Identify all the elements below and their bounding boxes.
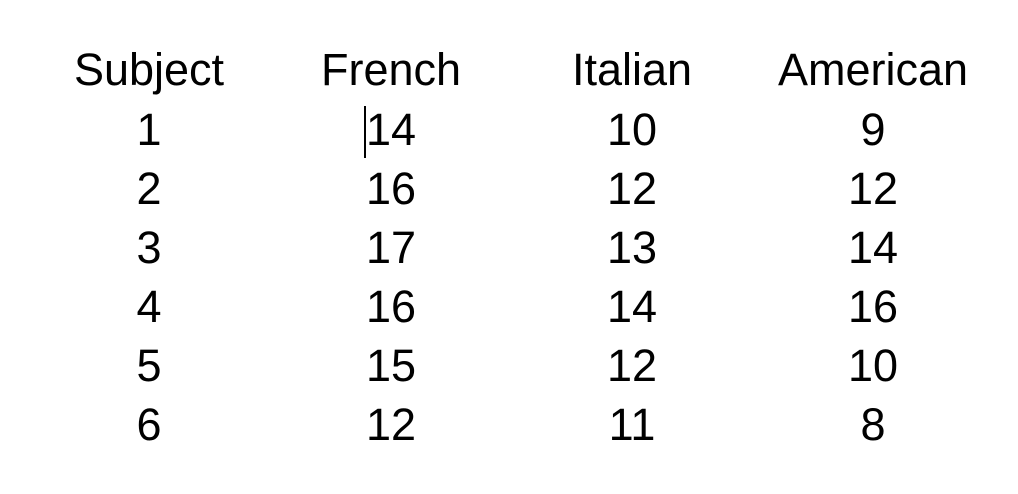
header-french: French xyxy=(320,44,462,95)
cell-american: 10 xyxy=(847,340,899,391)
cell-italian: 14 xyxy=(606,281,658,332)
cell-subject: 5 xyxy=(136,340,162,391)
header-american: American xyxy=(777,44,969,95)
cell-american: 8 xyxy=(860,399,886,450)
table-row: 6 12 11 8 xyxy=(0,395,1018,454)
cell-subject: 2 xyxy=(136,163,162,214)
table-row: 2 16 12 12 xyxy=(0,159,1018,218)
cell-italian: 12 xyxy=(606,340,658,391)
cell-italian: 12 xyxy=(606,163,658,214)
cell-french: 17 xyxy=(365,222,417,273)
cell-italian: 11 xyxy=(608,399,656,450)
cell-subject: 6 xyxy=(136,399,162,450)
cell-american: 12 xyxy=(847,163,899,214)
cell-american: 14 xyxy=(847,222,899,273)
cell-american: 9 xyxy=(860,104,886,155)
header-italian: Italian xyxy=(571,44,693,95)
cell-french: 16 xyxy=(365,163,417,214)
cell-french: 16 xyxy=(365,281,417,332)
cell-french: 15 xyxy=(365,340,417,391)
cell-italian: 10 xyxy=(606,104,658,155)
cell-american: 16 xyxy=(847,281,899,332)
table-header-row: Subject French Italian American xyxy=(0,40,1018,99)
table-row: 5 15 12 10 xyxy=(0,336,1018,395)
cell-subject: 4 xyxy=(136,281,162,332)
cell-french: 12 xyxy=(365,399,417,450)
table-row: 1 14 10 9 xyxy=(0,100,1018,159)
header-subject: Subject xyxy=(73,44,225,95)
cell-subject: 3 xyxy=(136,222,162,273)
cell-italian: 13 xyxy=(606,222,658,273)
text-cursor xyxy=(364,106,366,158)
table-row: 4 16 14 16 xyxy=(0,277,1018,336)
cell-subject: 1 xyxy=(136,104,162,155)
cell-french[interactable]: 14 xyxy=(365,104,417,155)
table-row: 3 17 13 14 xyxy=(0,218,1018,277)
